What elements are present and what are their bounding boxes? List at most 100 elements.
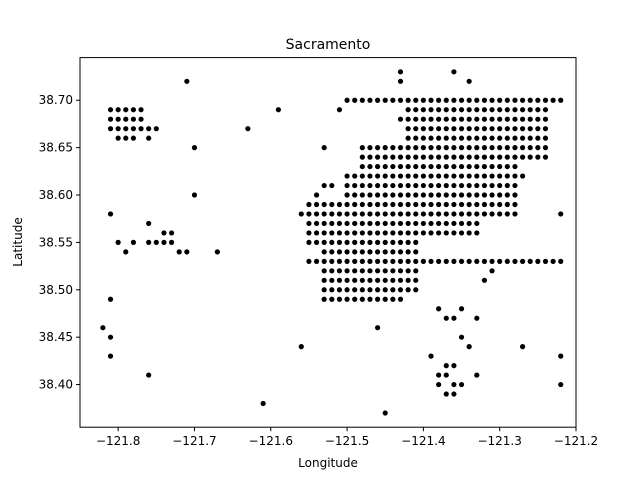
data-point [405,154,411,160]
data-point [481,116,488,122]
data-point [390,277,396,283]
data-point [428,230,434,236]
data-point [382,249,388,255]
data-point [375,296,381,302]
data-point [115,107,121,113]
data-point [375,277,381,283]
data-point [428,145,434,151]
data-point [367,249,373,255]
data-point [367,192,373,198]
data-point [382,258,388,264]
data-point [443,126,449,132]
data-point [359,154,365,160]
data-point [428,353,434,359]
data-point [382,230,388,236]
data-point [420,154,426,160]
data-point [481,154,488,160]
data-point [489,135,495,141]
data-point [497,201,503,208]
data-point [443,211,449,217]
data-point [306,220,312,227]
data-point [451,220,457,227]
data-point [420,182,426,189]
data-point [375,97,381,103]
data-point [489,116,495,122]
data-point [474,315,480,321]
data-point [352,182,358,189]
data-point [390,201,396,208]
data-point [466,107,472,113]
data-point [420,116,426,122]
data-point [497,163,503,170]
data-point [535,116,541,122]
data-point [390,268,396,274]
data-point [390,163,396,170]
data-point [397,258,404,264]
data-point [451,315,457,321]
data-point [397,268,404,274]
data-point [519,173,526,179]
data-point [413,145,419,151]
data-point [359,145,365,151]
data-point [359,211,365,217]
data-point [344,277,350,283]
data-point [161,239,167,245]
data-point [107,107,114,113]
data-point [405,192,411,198]
data-point [168,239,175,245]
data-point [344,230,350,236]
data-point [504,126,510,132]
data-point [451,116,457,122]
data-point [428,126,434,132]
data-point [352,287,358,293]
data-point [481,173,488,179]
data-point [474,258,480,264]
data-point [390,182,396,189]
data-point [420,201,426,208]
data-point [313,192,320,198]
data-point [375,230,381,236]
data-point [405,268,411,274]
data-point [474,107,480,113]
data-point [306,201,312,208]
data-point [344,192,350,198]
data-point [168,230,175,236]
data-point [375,220,381,227]
data-point [443,220,449,227]
data-point [344,173,350,179]
data-point [359,258,365,264]
data-point [519,258,526,264]
data-point [489,145,495,151]
data-point [481,126,488,132]
data-point [466,145,472,151]
data-point [397,163,404,170]
data-point [382,201,388,208]
data-point [390,258,396,264]
data-point [413,154,419,160]
data-point [298,344,304,350]
data-point [405,97,411,103]
data-point [397,277,404,283]
data-point [458,381,465,388]
data-point [443,372,449,378]
data-point [489,182,495,189]
data-point [321,239,327,245]
data-point [542,145,549,151]
data-point [458,97,465,103]
data-point [535,145,541,151]
data-point [458,220,465,227]
data-point [382,163,388,170]
data-point [397,78,404,84]
data-point [535,154,541,160]
data-point [390,211,396,217]
data-point [436,145,442,151]
data-point [321,230,327,236]
data-point [420,107,426,113]
data-point [451,381,457,388]
data-point [344,211,350,217]
data-point [420,135,426,141]
data-point [436,107,442,113]
data-point [405,145,411,151]
data-point [519,154,526,160]
data-point [458,135,465,141]
